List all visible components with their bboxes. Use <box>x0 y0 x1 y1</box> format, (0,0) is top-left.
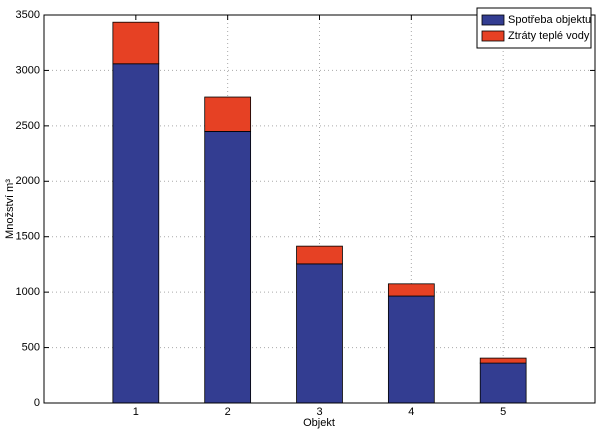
legend-label: Ztráty teplé vody <box>508 30 590 42</box>
y-tick-label: 1500 <box>16 231 40 243</box>
x-axis-label: Objekt <box>303 417 335 429</box>
bar-segment <box>204 96 252 132</box>
legend-swatch <box>481 14 505 26</box>
bar-segment <box>387 295 435 404</box>
bar-segment <box>296 245 343 265</box>
bar-segment <box>387 283 435 297</box>
y-tick-label: 2000 <box>16 175 40 187</box>
bar-segment <box>479 362 527 404</box>
x-tick-label: 5 <box>500 406 506 418</box>
x-tick-label: 4 <box>408 406 414 418</box>
bar-segment <box>296 263 343 404</box>
y-tick-label: 1000 <box>16 286 40 298</box>
y-tick-label: 2500 <box>16 120 40 132</box>
plot-frame <box>43 14 596 404</box>
y-tick-label: 3000 <box>16 64 40 76</box>
y-axis-label: Množství m³ <box>4 179 16 239</box>
y-tick-label: 0 <box>34 397 40 409</box>
bar-segment <box>112 63 160 404</box>
legend-label: Spotřeba objektu <box>508 14 591 26</box>
legend-swatch <box>481 30 505 42</box>
bar-segment <box>479 357 527 364</box>
x-tick-label: 3 <box>316 406 322 418</box>
x-tick-label: 1 <box>133 406 139 418</box>
y-tick-label: 3500 <box>16 9 40 21</box>
legend: Spotřeba objektu Ztráty teplé vody <box>476 7 592 49</box>
bar-segment <box>204 130 252 404</box>
y-tick-label: 500 <box>22 341 40 353</box>
x-tick-label: 2 <box>225 406 231 418</box>
bar-segment <box>112 21 160 65</box>
